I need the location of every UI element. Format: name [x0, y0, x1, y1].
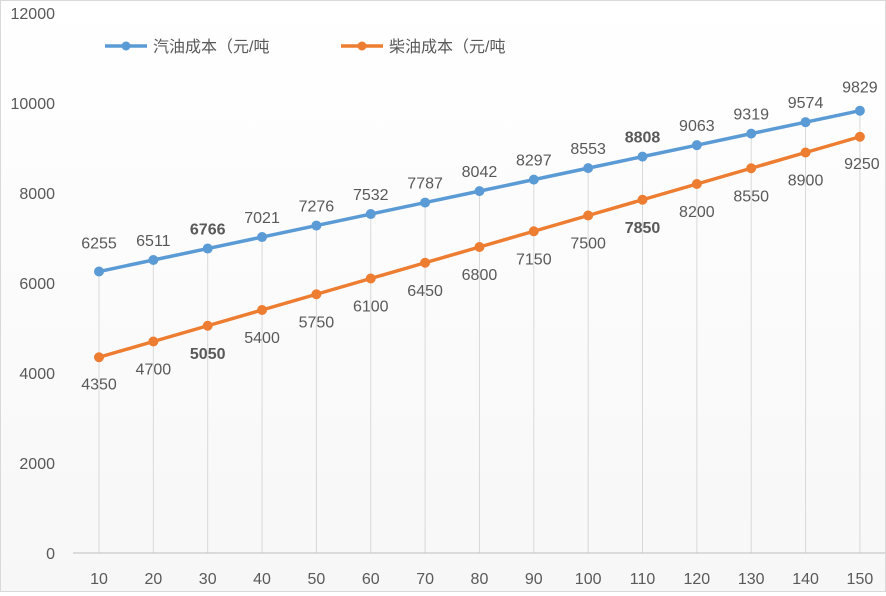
x-tick-label: 70: [416, 571, 434, 588]
y-tick-label: 12000: [11, 6, 56, 23]
data-point[interactable]: [420, 197, 431, 208]
x-tick-label: 80: [471, 571, 489, 588]
data-label: 8553: [570, 141, 606, 158]
legend-item-0[interactable]: 汽油成本（元/吨: [105, 38, 269, 56]
y-tick-label: 10000: [11, 96, 56, 113]
data-label: 5750: [299, 314, 335, 331]
y-tick-label: 2000: [19, 456, 55, 473]
data-label: 7150: [516, 251, 552, 268]
data-label: 7021: [244, 210, 280, 227]
x-tick-label: 60: [362, 571, 380, 588]
data-point[interactable]: [311, 289, 322, 300]
data-label: 7532: [353, 187, 389, 204]
data-label: 7850: [625, 220, 661, 237]
data-point[interactable]: [637, 151, 648, 162]
legend[interactable]: 汽油成本（元/吨 柴油成本（元/吨: [105, 38, 505, 56]
data-label: 9063: [679, 118, 715, 135]
y-tick-label: 0: [46, 546, 55, 563]
x-tick-label: 50: [308, 571, 326, 588]
data-point[interactable]: [148, 336, 159, 347]
data-point[interactable]: [365, 209, 376, 220]
legend-label: 汽油成本（元/吨: [153, 38, 269, 56]
x-tick-label: 40: [253, 571, 271, 588]
data-label: 7276: [299, 199, 335, 216]
data-label: 6450: [407, 283, 443, 300]
data-point[interactable]: [528, 226, 539, 237]
data-point[interactable]: [94, 266, 104, 277]
x-tick-label: 20: [144, 571, 162, 588]
data-point[interactable]: [257, 232, 268, 243]
data-point[interactable]: [854, 131, 865, 142]
data-label: 8900: [788, 173, 824, 190]
data-label: 9829: [842, 80, 878, 97]
data-point[interactable]: [854, 105, 865, 116]
data-label: 7500: [570, 236, 606, 253]
legend-item-1[interactable]: 柴油成本（元/吨: [341, 38, 505, 56]
y-tick-label: 8000: [19, 186, 55, 203]
label-layer: 6255 6511 6766 7021 7276 7532 7787 8042 8297 8553…: [81, 80, 880, 394]
x-tick-label: 110: [630, 571, 656, 588]
data-point[interactable]: [637, 194, 648, 205]
data-point[interactable]: [311, 220, 322, 231]
data-label: 8808: [625, 130, 661, 147]
data-point[interactable]: [746, 128, 757, 139]
data-point[interactable]: [420, 257, 431, 268]
x-tick-label: 130: [738, 571, 765, 588]
data-label: 9250: [844, 156, 880, 173]
data-label: 4700: [136, 362, 172, 379]
data-label: 4350: [81, 376, 117, 393]
data-label: 8550: [733, 188, 769, 205]
data-point[interactable]: [800, 117, 811, 128]
x-tick-label: 30: [199, 571, 217, 588]
data-point[interactable]: [257, 305, 268, 315]
x-tick-label: 10: [90, 571, 108, 588]
data-point[interactable]: [474, 186, 485, 197]
data-label: 6800: [462, 267, 498, 284]
x-tick-label: 140: [792, 571, 819, 588]
data-point[interactable]: [746, 163, 757, 174]
data-label: 6766: [190, 222, 226, 239]
y-tick-label: 6000: [19, 276, 55, 293]
data-label: 9319: [733, 107, 769, 124]
data-label: 6255: [81, 236, 117, 253]
data-label: 8042: [462, 164, 498, 181]
data-point[interactable]: [691, 140, 702, 151]
legend-marker: [121, 41, 131, 51]
y-tick-label: 4000: [19, 366, 55, 383]
data-label: 5050: [190, 346, 226, 363]
data-point[interactable]: [583, 210, 594, 221]
data-point[interactable]: [148, 255, 159, 266]
x-tick-label: 100: [575, 571, 602, 588]
data-point[interactable]: [528, 174, 539, 185]
axis-layer: 0 2000 4000 6000 8000 10000 12000 10 20 30 40 50 60 7…: [11, 6, 885, 588]
data-point[interactable]: [583, 163, 594, 174]
data-point[interactable]: [365, 273, 376, 284]
grid-layer: [98, 110, 861, 553]
data-label: 7787: [407, 176, 443, 193]
data-point[interactable]: [691, 179, 702, 189]
data-label: 5400: [244, 330, 280, 347]
x-tick-label: 90: [525, 571, 543, 588]
data-point[interactable]: [474, 242, 485, 252]
data-point[interactable]: [800, 147, 811, 158]
legend-marker: [357, 41, 367, 51]
data-point[interactable]: [202, 320, 213, 331]
data-label: 8297: [516, 153, 552, 170]
x-tick-label: 120: [683, 571, 710, 588]
data-label: 6100: [353, 299, 389, 316]
data-label: 8200: [679, 204, 715, 221]
data-point[interactable]: [94, 352, 104, 363]
data-label: 6511: [136, 233, 171, 250]
legend-label: 柴油成本（元/吨: [389, 38, 505, 56]
data-point[interactable]: [202, 243, 213, 254]
x-tick-label: 150: [847, 571, 874, 588]
series-layer: [94, 105, 865, 363]
data-label: 9574: [788, 95, 824, 112]
